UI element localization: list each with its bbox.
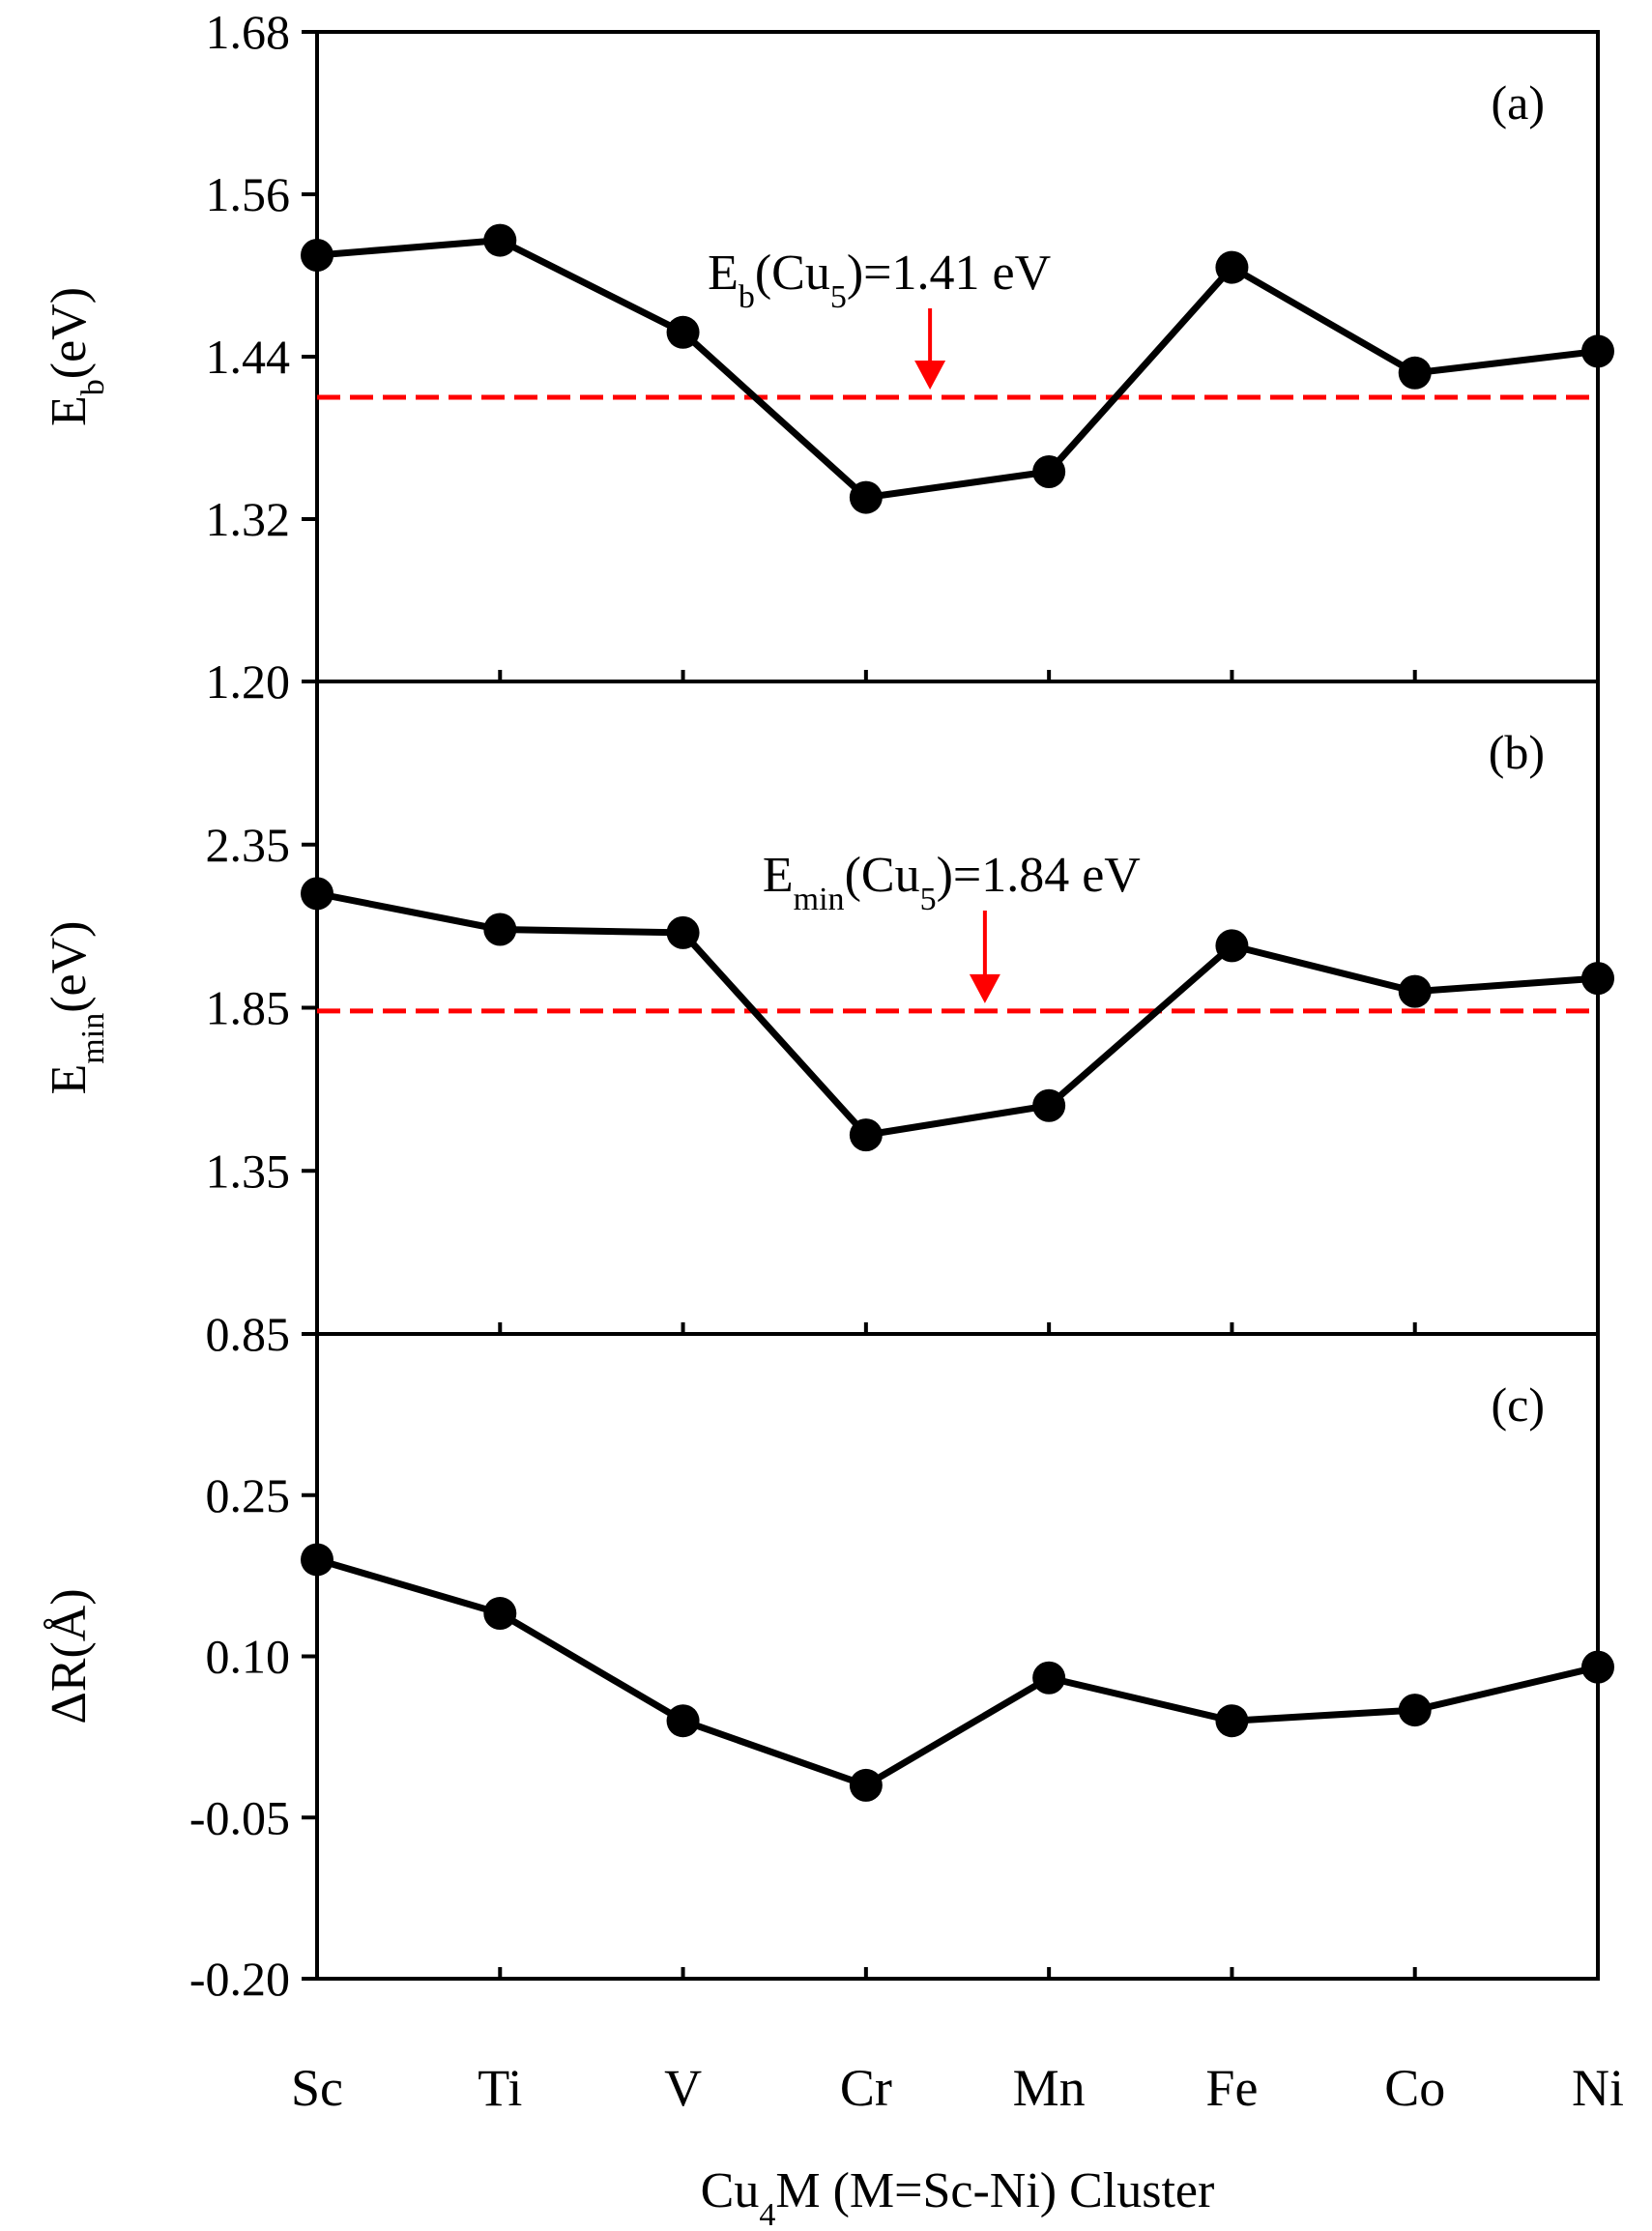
- data-point-mn: [1032, 455, 1066, 488]
- x-axis-title: Cu4M (M=Sc-Ni) Cluster: [701, 2163, 1215, 2231]
- data-point-sc: [301, 239, 333, 272]
- data-point-fe: [1215, 929, 1249, 963]
- y-tick-label: 1.44: [206, 330, 291, 384]
- y-tick-label: 1.85: [206, 981, 291, 1035]
- panel-label: (c): [1492, 1377, 1546, 1432]
- y-axis-title-rest: (eV): [42, 921, 97, 1013]
- x-category-label-v: V: [664, 2059, 702, 2117]
- annotation-part: )=1.84 eV: [937, 848, 1141, 903]
- x-category-label-mn: Mn: [1013, 2059, 1086, 2117]
- data-point-ni: [1581, 334, 1614, 368]
- annotation-part: b: [739, 279, 755, 315]
- panel-c: -0.20 -0.05 0.10 0.25 ΔR(Å) (c): [42, 1332, 1614, 2006]
- x-category-label-ti: Ti: [478, 2059, 522, 2117]
- data-point-co: [1398, 356, 1432, 390]
- plot-frame: [315, 680, 1600, 1336]
- y-axis-title-main: E: [42, 395, 97, 426]
- annotation-arrow-head: [914, 361, 946, 390]
- y-tick-label: -0.05: [189, 1790, 290, 1844]
- y-tick-label: 1.35: [206, 1144, 291, 1198]
- data-point-co: [1398, 974, 1432, 1008]
- data-point-sc: [301, 1543, 333, 1577]
- annotation-part: (Cu: [845, 848, 920, 903]
- annotation-part: 5: [830, 279, 847, 315]
- y-tick-label: 1.56: [206, 167, 291, 221]
- data-point-mn: [1032, 1088, 1066, 1122]
- y-axis-title: Eb(eV): [42, 287, 111, 426]
- data-point-cr: [849, 480, 883, 514]
- y-axis-title-main: ΔR(Å): [42, 1588, 97, 1724]
- data-point-cr: [849, 1118, 883, 1152]
- annotation-part: E: [763, 848, 794, 903]
- annotation-part: )=1.41 eV: [847, 246, 1051, 301]
- data-point-ti: [483, 913, 517, 946]
- x-category-label-cr: Cr: [840, 2059, 892, 2117]
- data-point-co: [1398, 1694, 1432, 1727]
- data-point-cr: [849, 1768, 883, 1802]
- y-tick-label: 0.25: [206, 1468, 291, 1522]
- panel-a: 1.201.321.441.561.68Eb(eV)(a)Eb(Cu5)=1.4…: [42, 5, 1614, 709]
- data-point-v: [666, 1704, 700, 1738]
- series-line: [316, 889, 1599, 1139]
- data-point-fe: [1215, 1704, 1249, 1738]
- y-axis-title-main: E: [42, 1064, 97, 1095]
- data-point-fe: [1215, 250, 1249, 284]
- data-point-ti: [483, 223, 517, 257]
- panel-label: (a): [1492, 75, 1546, 130]
- annotation-part: min: [794, 882, 845, 917]
- y-tick-label: 0.85: [206, 1307, 291, 1361]
- annotation-part: (Cu: [755, 246, 830, 301]
- y-axis-title: Emin(eV): [42, 921, 111, 1095]
- annotation-arrow-head: [969, 973, 1000, 1003]
- x-category-label-sc: Sc: [291, 2059, 343, 2117]
- data-point-ni: [1581, 962, 1614, 996]
- annotation-text: Emin(Cu5)=1.84 eV: [763, 848, 1141, 917]
- x-axis-title-part: M (M=Sc-Ni) Cluster: [775, 2163, 1214, 2218]
- y-axis-title-rest: (eV): [42, 287, 97, 379]
- y-axis-title-sub: min: [75, 1013, 111, 1064]
- series-line: [316, 1556, 1599, 1789]
- data-point-ti: [483, 1597, 517, 1631]
- y-tick-label: 1.32: [206, 492, 291, 546]
- annotation-part: E: [708, 246, 739, 301]
- panel-b: 0.851.351.852.35Emin(eV)(b)Emin(Cu5)=1.8…: [42, 680, 1614, 1361]
- y-axis-title-sub: b: [75, 379, 111, 395]
- y-tick-label: 1.20: [206, 654, 291, 709]
- data-point-v: [666, 915, 700, 949]
- x-category-label-fe: Fe: [1205, 2059, 1258, 2117]
- series-line: [316, 237, 1599, 502]
- y-tick-label: 1.68: [206, 5, 291, 59]
- x-axis-title-part: 4: [759, 2197, 775, 2231]
- x-axis-title-part: Cu: [701, 2163, 760, 2218]
- data-point-mn: [1032, 1661, 1066, 1695]
- plot-frame: [315, 30, 1600, 683]
- x-category-label-co: Co: [1384, 2059, 1445, 2117]
- x-category-label-ni: Ni: [1572, 2059, 1624, 2117]
- annotation-part: 5: [920, 882, 937, 917]
- data-point-sc: [301, 877, 333, 911]
- y-tick-label: 0.10: [206, 1630, 291, 1684]
- annotation-text: Eb(Cu5)=1.41 eV: [708, 246, 1051, 315]
- panel-label: (b): [1489, 725, 1545, 779]
- plot-frame: [315, 1332, 1600, 1981]
- y-tick-label: -0.20: [189, 1952, 290, 2006]
- data-point-ni: [1581, 1650, 1614, 1684]
- y-tick-label: 2.35: [206, 818, 291, 872]
- y-axis-title: ΔR(Å): [42, 1588, 97, 1724]
- data-point-v: [666, 315, 700, 349]
